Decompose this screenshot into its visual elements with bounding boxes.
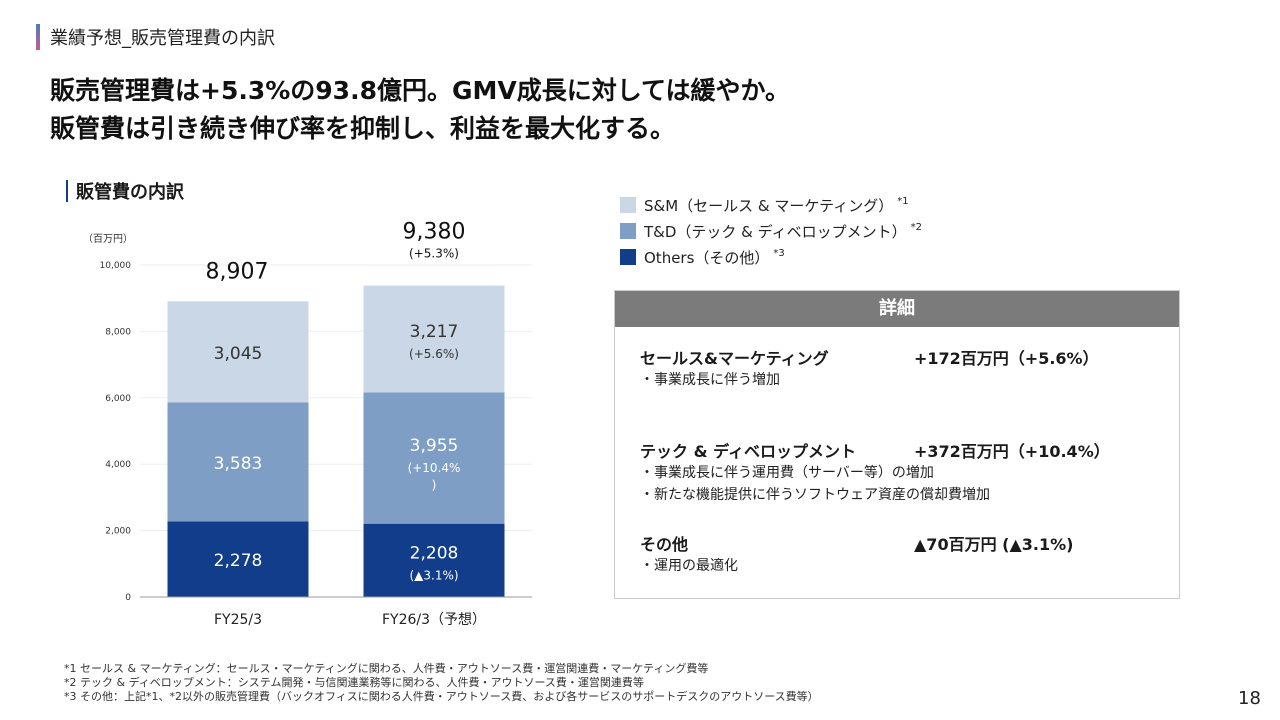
headline-line-2: 販管費は引き続き伸び率を抑制し、利益を最大化する。 — [50, 114, 676, 143]
detail-item-td: テック & ディベロップメント +372百万円（+10.4%） ・事業成長に伴う… — [640, 438, 1160, 506]
legend-swatch-others — [620, 249, 636, 265]
detail-value-sm: +172百万円（+5.6%） — [914, 349, 1099, 368]
detail-value-others: ▲70百万円 (▲3.1%) — [914, 535, 1074, 554]
bar-segment-sm — [167, 301, 309, 403]
page-number: 18 — [1238, 688, 1261, 709]
detail-label-sm: セールス&マーケティング — [640, 349, 829, 368]
data-sublabel-td: (+10.4% — [408, 461, 461, 475]
bar-segment-td — [363, 392, 505, 524]
y-tick-label: 0 — [125, 593, 131, 603]
data-sublabel-td: ) — [432, 478, 437, 492]
detail-item-sm: セールス&マーケティング +172百万円（+5.6%） ・事業成長に伴う増加 — [640, 345, 1160, 391]
detail-bullet: ・事業成長に伴う運用費（サーバー等）の増加 — [640, 465, 934, 481]
stacked-bar-chart: （百万円） 0 2,000 4,000 6,000 8,000 10,000 2,278 3,5… — [83, 220, 532, 628]
headline-line-1: 販売管理費は+5.3%の93.8億円。GMV成長に対しては緩やか。 — [50, 76, 790, 105]
detail-header: 詳細 — [615, 291, 1179, 327]
detail-panel: 詳細 セールス&マーケティング +172百万円（+5.6%） ・事業成長に伴う増… — [614, 290, 1180, 599]
bar-segment-others — [363, 523, 505, 597]
detail-item-others: その他 ▲70百万円 (▲3.1%) ・運用の最適化 — [640, 531, 1160, 577]
legend-label-others: Others（その他） — [644, 248, 770, 267]
footnotes: *1 セールス & マーケティング：セールス・マーケティングに関わる、人件費・ア… — [64, 662, 819, 704]
y-tick-label: 2,000 — [105, 527, 131, 537]
data-label-td: 3,583 — [214, 454, 263, 474]
total-label: 8,907 — [206, 259, 269, 284]
x-category-label: FY25/3 — [214, 612, 262, 628]
detail-value-td: +372百万円（+10.4%） — [914, 442, 1110, 461]
section-title: 業績予想_販売管理費の内訳 — [50, 28, 275, 49]
x-category-label: FY26/3（予想） — [382, 612, 486, 628]
y-tick-label: 6,000 — [105, 394, 131, 404]
detail-bullet: ・新たな機能提供に伴うソフトウェア資産の償却費増加 — [640, 487, 990, 503]
chart-legend: S&M（セールス & マーケティング） *1 T&D（テック & ディベロップメ… — [620, 192, 922, 270]
data-label-td: 3,955 — [410, 436, 459, 456]
y-tick-label: 4,000 — [105, 460, 131, 470]
data-label-others: 2,278 — [214, 551, 263, 571]
detail-label-td: テック & ディベロップメント — [640, 442, 856, 461]
data-sublabel-others: (▲3.1%) — [409, 568, 458, 582]
chart-title: 販管費の内訳 — [76, 182, 184, 203]
legend-note-others: *3 — [773, 247, 785, 259]
headline: 販売管理費は+5.3%の93.8億円。GMV成長に対しては緩やか。 販管費は引き… — [50, 72, 790, 148]
y-axis-unit-label: （百万円） — [83, 233, 133, 245]
legend-item-sm: S&M（セールス & マーケティング） *1 — [620, 192, 922, 218]
footnote-1: *1 セールス & マーケティング：セールス・マーケティングに関わる、人件費・ア… — [64, 662, 709, 675]
section-accent-bar — [36, 24, 40, 50]
subheader-accent-bar — [66, 180, 68, 202]
footnote-2: *2 テック & ディベロップメント：システム開発・与信関連業務等に関わる、人件… — [64, 676, 644, 689]
detail-label-others: その他 — [640, 535, 689, 554]
y-tick-label: 8,000 — [105, 327, 131, 337]
chart-subheader: 販管費の内訳 — [66, 178, 184, 204]
bar-segment-sm — [363, 285, 505, 393]
legend-swatch-td — [620, 223, 636, 239]
detail-bullet: ・運用の最適化 — [640, 558, 738, 574]
total-label: 9,380 — [403, 220, 466, 245]
data-label-sm: 3,045 — [214, 344, 263, 364]
bar-segment-td — [167, 402, 309, 522]
bar-segment-others — [167, 521, 309, 597]
data-label-others: 2,208 — [410, 543, 459, 563]
legend-label-sm: S&M（セールス & マーケティング） — [644, 196, 894, 215]
legend-item-td: T&D（テック & ディベロップメント） *2 — [620, 218, 922, 244]
legend-note-td: *2 — [910, 221, 922, 233]
legend-note-sm: *1 — [897, 195, 909, 207]
data-sublabel-sm: (+5.6%) — [409, 347, 459, 361]
data-label-sm: 3,217 — [410, 322, 459, 342]
footnote-3: *3 その他：上記*1、*2以外の販売管理費（バックオフィスに関わる人件費・アウ… — [64, 690, 819, 703]
detail-bullet: ・事業成長に伴う増加 — [640, 372, 780, 388]
legend-swatch-sm — [620, 197, 636, 213]
legend-label-td: T&D（テック & ディベロップメント） — [644, 222, 907, 241]
legend-item-others: Others（その他） *3 — [620, 244, 922, 270]
total-sublabel: (+5.3%) — [409, 247, 459, 261]
y-tick-label: 10,000 — [100, 261, 132, 271]
section-header: 業績予想_販売管理費の内訳 — [36, 24, 275, 50]
